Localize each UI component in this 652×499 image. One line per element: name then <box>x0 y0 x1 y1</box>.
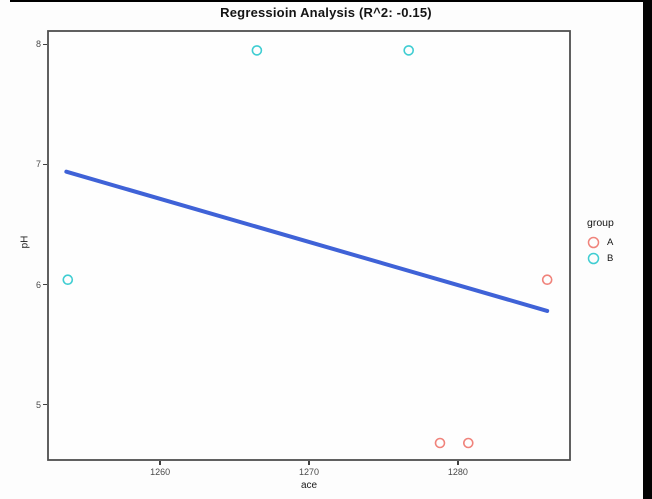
data-point-A <box>434 437 446 449</box>
x-tick-mark <box>159 461 161 465</box>
legend-key-A <box>587 236 600 248</box>
plot-panel <box>47 30 571 461</box>
x-tick-label: 1270 <box>298 467 320 477</box>
data-point-A <box>541 274 553 285</box>
legend-key-circle-icon <box>587 252 600 264</box>
data-point-A <box>462 437 474 449</box>
legend-label-A: A <box>607 236 614 248</box>
y-tick-mark <box>43 283 47 286</box>
y-tick-mark <box>43 43 47 46</box>
legend-label-B: B <box>607 252 614 264</box>
data-point-B <box>251 45 263 56</box>
right-edge-artifact <box>643 0 652 499</box>
y-tick-mark <box>43 163 47 166</box>
y-tick-label: 5 <box>35 399 41 410</box>
legend-item-B: B <box>587 250 614 266</box>
regression-line <box>64 169 550 313</box>
legend-title: group <box>587 217 614 229</box>
plot-canvas <box>47 30 571 461</box>
legend-key-B <box>587 252 600 264</box>
panel-border <box>47 30 571 461</box>
y-tick-label: 7 <box>35 159 41 170</box>
y-tick-mark <box>43 403 47 406</box>
x-tick-label: 1260 <box>150 467 171 477</box>
x-tick-mark <box>308 461 310 465</box>
legend-key-circle-icon <box>587 236 600 248</box>
x-axis-label: ace <box>300 480 318 491</box>
y-axis-label: pH <box>19 235 31 249</box>
legend-item-A: A <box>587 234 614 250</box>
data-point-B <box>62 274 74 285</box>
y-tick-label: 6 <box>35 279 41 290</box>
x-tick-label: 1280 <box>447 467 468 477</box>
data-point-B <box>403 45 415 56</box>
x-tick-mark <box>457 461 459 465</box>
y-tick-label: 8 <box>35 39 41 50</box>
chart-title: Regressioin Analysis (R^2: -0.15) <box>220 5 432 20</box>
top-edge-artifact <box>10 0 652 2</box>
